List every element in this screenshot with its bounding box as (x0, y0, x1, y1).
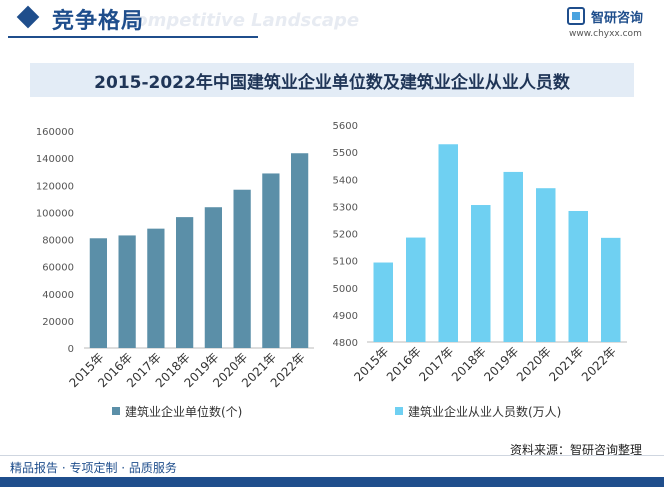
units-y-tick-label: 20000 (42, 317, 74, 328)
employees-x-tick-label: 2018年 (449, 344, 489, 384)
employees-legend-label: 建筑业企业从业人员数(万人) (408, 404, 561, 419)
logo-icon (567, 7, 585, 25)
employees-bar (373, 262, 393, 342)
employees-x-tick-label: 2021年 (546, 344, 586, 384)
units-bar (176, 217, 194, 348)
title-banner: 2015-2022年中国建筑业企业单位数及建筑业企业从业人员数 (30, 63, 634, 97)
section-subtitle: Competitive Landscape (122, 10, 360, 31)
employees-y-tick-label: 5400 (333, 175, 358, 186)
units-legend-swatch (112, 407, 120, 415)
employees-x-tick-label: 2020年 (514, 344, 554, 384)
units-bar (89, 238, 107, 348)
units-y-tick-label: 0 (68, 344, 74, 355)
chart-title: 2015-2022年中国建筑业企业单位数及建筑业企业从业人员数 (94, 73, 570, 93)
employees-y-tick-label: 4800 (333, 338, 358, 349)
employees-bar (568, 210, 588, 342)
units-y-tick-label: 120000 (36, 181, 74, 192)
units-bar (233, 189, 251, 348)
units-y-tick-label: 60000 (42, 263, 74, 274)
logo-url: www.chyxx.com (569, 29, 642, 39)
employees-bar (438, 144, 458, 342)
units-bar (262, 173, 280, 348)
employees-legend-swatch (395, 407, 403, 415)
source-note: 资料来源：智研咨询整理 (510, 443, 643, 457)
employees-y-tick-label: 5500 (333, 148, 358, 159)
footer-services: 精品报告 · 专项定制 · 品质服务 (10, 461, 177, 475)
header-rule (8, 36, 258, 38)
units-y-tick-label: 40000 (42, 290, 74, 301)
employees-bar (536, 188, 556, 342)
units-legend-label: 建筑业企业单位数(个) (125, 404, 242, 419)
units-bar (204, 207, 222, 348)
section-title: 竞争格局 (52, 9, 145, 34)
employees-y-tick-label: 5000 (333, 284, 358, 295)
employees-y-tick-label: 5600 (333, 121, 358, 132)
units-bar (118, 235, 136, 348)
employees-y-tick-label: 4900 (333, 311, 358, 322)
employees-bar (471, 205, 491, 342)
header: Competitive Landscape 竞争格局 智研咨询 www.chyx… (0, 0, 664, 46)
footer-rule (0, 455, 664, 456)
units-y-tick-label: 100000 (36, 208, 74, 219)
units-y-tick-label: 140000 (36, 154, 74, 165)
units-y-tick-label: 80000 (42, 236, 74, 247)
employees-x-tick-label: 2016年 (384, 344, 424, 384)
employees-y-tick-label: 5200 (333, 230, 358, 241)
employees-bar (406, 237, 426, 342)
employees-y-tick-label: 5300 (333, 202, 358, 213)
employees-bar (503, 171, 523, 342)
units-y-tick-label: 160000 (36, 127, 74, 138)
employees-bar (601, 237, 621, 342)
employees-x-tick-label: 2019年 (481, 344, 521, 384)
logo-name: 智研咨询 (591, 11, 644, 26)
footer-band (0, 477, 664, 487)
logo: 智研咨询 www.chyxx.com (567, 7, 657, 43)
employees-x-tick-label: 2022年 (579, 344, 619, 384)
units-bar (291, 153, 309, 348)
units-bar (147, 228, 165, 348)
employees-x-tick-label: 2015年 (351, 344, 391, 384)
employees-y-tick-label: 5100 (333, 257, 358, 268)
employees-x-tick-label: 2017年 (416, 344, 456, 384)
